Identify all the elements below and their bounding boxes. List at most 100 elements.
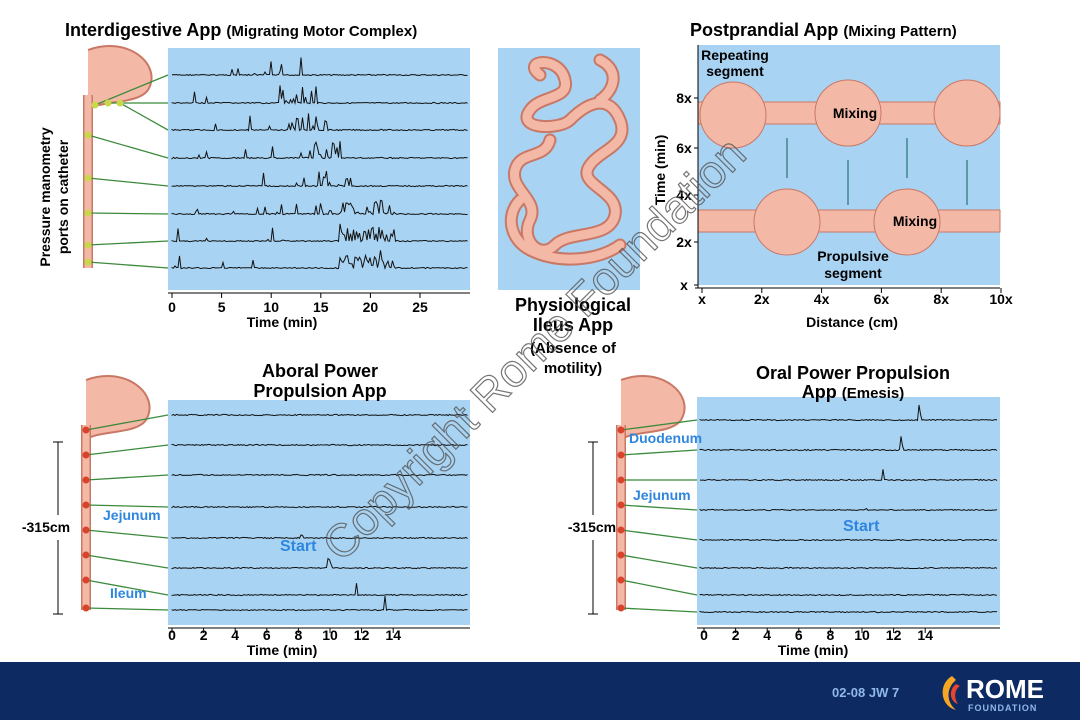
label: Mixing [833, 105, 877, 121]
logo-subtext: FOUNDATION [968, 703, 1037, 713]
ticks: 0 5 10 15 20 25 0 2 4 6 8 10 12 14 0 2 4 6 8 10 12 14 x 2x 4x 6x 8… [168, 90, 1013, 643]
x-tick-label: 2 [732, 627, 740, 643]
title: motility) [544, 360, 602, 377]
pressure-trace [699, 436, 998, 452]
port [617, 476, 625, 484]
stomach [85, 374, 151, 441]
x-label: Time (min) [247, 314, 318, 330]
x-tick-label: 10 [322, 627, 338, 643]
y-tick-label: 4x [676, 187, 692, 203]
pressure-trace [171, 85, 468, 106]
pressure-trace [699, 538, 998, 542]
title-main: Interdigestive App [65, 20, 221, 40]
x-tick-label: 10x [989, 291, 1013, 307]
pressure-trace [699, 507, 998, 512]
pressure-trace [699, 593, 998, 597]
pressure-trace [171, 583, 468, 597]
port [617, 451, 625, 459]
segment-bulge [933, 79, 1001, 147]
lead [85, 474, 169, 481]
x-tick-label: 10 [263, 299, 279, 315]
pressure-trace [171, 199, 468, 216]
lead [620, 607, 698, 613]
lead [87, 261, 169, 269]
title: Ileus App [533, 315, 613, 335]
y-tick-label: 6x [676, 140, 692, 156]
port [104, 99, 112, 107]
port [82, 476, 90, 484]
title: Oral Power Propulsion [756, 363, 950, 383]
port [82, 451, 90, 459]
lead [85, 414, 169, 431]
port [84, 209, 92, 217]
lead [620, 579, 698, 596]
x-tick-label: 15 [313, 299, 329, 315]
x-tick-label: 8 [295, 627, 303, 643]
title: Postprandial App (Mixing Pattern) [690, 20, 957, 40]
region-label: Jejunum [103, 507, 161, 523]
pressure-trace [171, 557, 468, 570]
y-tick-label: x [680, 277, 688, 293]
anatomy [53, 44, 698, 615]
subtitle: (Emesis) [842, 385, 905, 402]
pressure-trace [171, 413, 468, 417]
x-tick-label: 6 [263, 627, 271, 643]
lead [620, 504, 698, 511]
intestine-fill [506, 55, 627, 264]
y-tick-label: 8x [676, 90, 692, 106]
title: Physiological [515, 295, 631, 315]
y-label: Pressure manometry [37, 127, 53, 267]
x-tick-label: 5 [218, 299, 226, 315]
x-tick-label: 14 [385, 627, 401, 643]
lead [620, 419, 698, 431]
port [91, 101, 99, 109]
start-label: Start [280, 538, 317, 555]
pressure-trace [171, 170, 468, 188]
port [84, 131, 92, 139]
x-tick-label: 0 [168, 627, 176, 643]
lead [119, 102, 169, 131]
pressure-trace [171, 443, 468, 447]
x-tick-label: 25 [412, 299, 428, 315]
title-main: App [802, 382, 837, 402]
pressure-trace [699, 610, 998, 614]
pressure-trace [171, 250, 468, 270]
port [84, 174, 92, 182]
pressure-trace [171, 113, 468, 132]
slide-code: 02-08 JW 7 [832, 685, 899, 700]
aboral-panel [168, 400, 470, 625]
region-label: Jejunum [633, 487, 691, 503]
x-tick-label: 6 [795, 627, 803, 643]
title: App (Emesis) [802, 382, 905, 402]
lead [85, 554, 169, 569]
pressure-trace [699, 566, 998, 570]
title: Aboral Power [262, 361, 378, 381]
pressure-trace [171, 505, 468, 509]
lead [620, 554, 698, 569]
lead [620, 529, 698, 541]
port [617, 426, 625, 434]
region-label: Ileum [110, 585, 147, 601]
lead [87, 240, 169, 246]
label: Propulsive [817, 248, 889, 264]
lead [85, 444, 169, 456]
title: Propulsion App [253, 381, 386, 401]
pressure-trace [699, 469, 998, 482]
x-tick-label: 12 [354, 627, 370, 643]
port [617, 604, 625, 612]
port [617, 526, 625, 534]
title: (Absence of [530, 340, 617, 357]
port [82, 426, 90, 434]
start-label: Start [843, 518, 880, 535]
y-label: Time (min) [652, 135, 668, 206]
x-tick-label: 0 [700, 627, 708, 643]
port [617, 551, 625, 559]
x-tick-label: x [698, 291, 706, 307]
length-label: -315cm [568, 519, 616, 535]
subtitle: (Migrating Motor Complex) [226, 23, 417, 40]
port [617, 501, 625, 509]
port [82, 526, 90, 534]
label: Mixing [893, 213, 937, 229]
label: segment [706, 63, 764, 79]
